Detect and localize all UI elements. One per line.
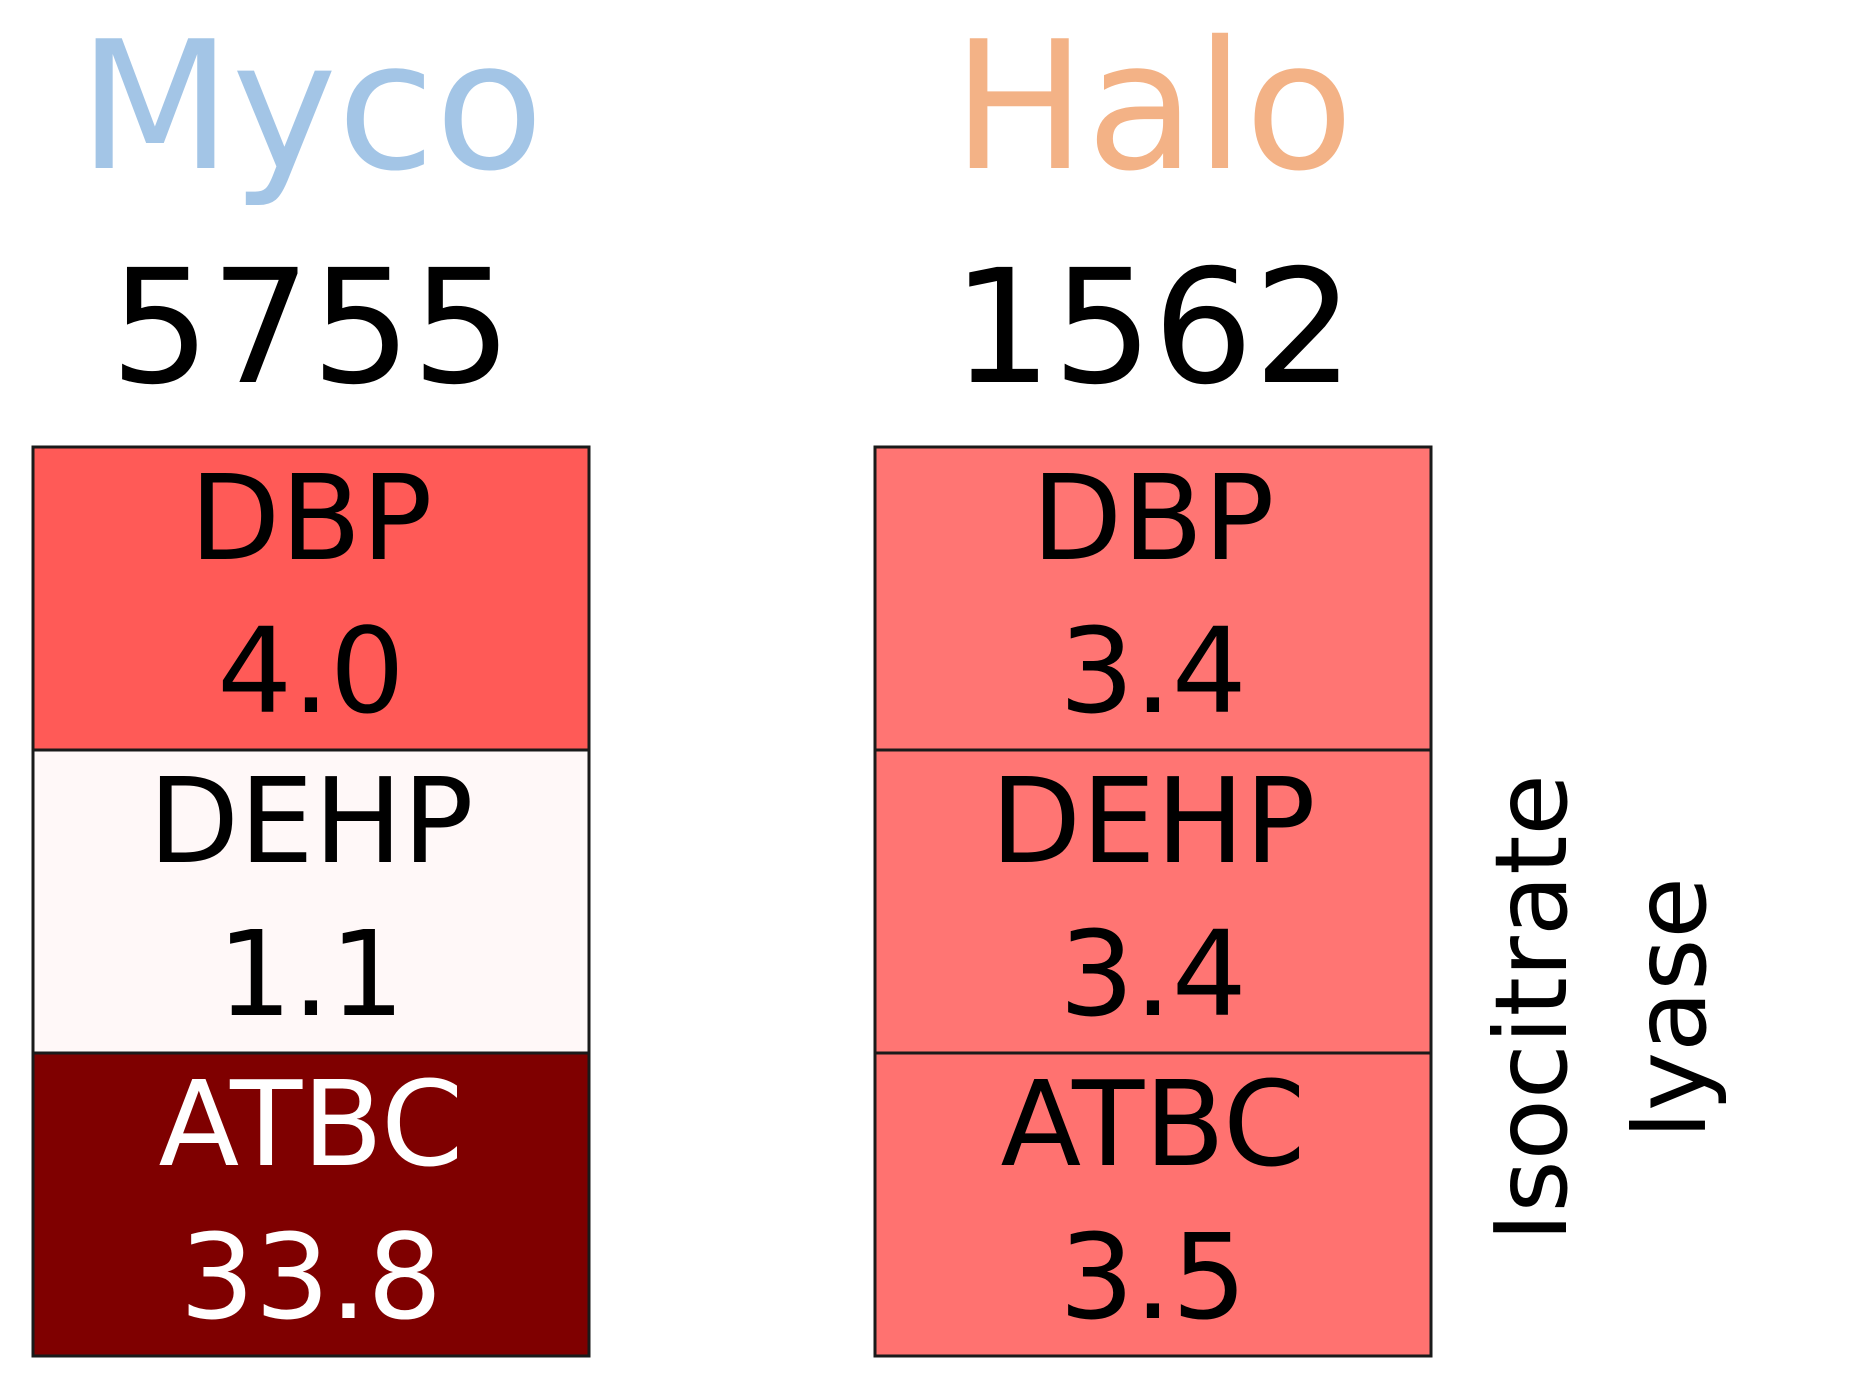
heatmap-cell-halo-dehp (873, 748, 1433, 1055)
heatmap-cell-halo-atbc (873, 1051, 1433, 1358)
column-title-myco: Myco (78, 3, 544, 210)
cell-value: 4.0 (217, 602, 405, 740)
heatmap-cell-myco-atbc (31, 1051, 591, 1358)
heatmap-cell-halo-dbp (873, 445, 1433, 752)
column-title-halo: Halo (952, 3, 1353, 210)
heatmap-cell-myco-dbp (31, 445, 591, 752)
row-label-line-2: lyase (1612, 877, 1729, 1139)
cell-value: 3.5 (1059, 1208, 1247, 1346)
cell-value: 3.4 (1059, 905, 1247, 1043)
cell-value: 3.4 (1059, 602, 1247, 740)
cell-label: DEHP (148, 752, 473, 890)
cell-value: 1.1 (217, 905, 405, 1043)
cell-label: DBP (190, 449, 433, 587)
cell-label: ATBC (159, 1055, 464, 1193)
row-label-line-1: Isocitrate (1473, 774, 1590, 1242)
cell-label: DBP (1032, 449, 1275, 587)
column-total-myco: 5755 (110, 236, 512, 420)
cell-value: 33.8 (180, 1208, 443, 1346)
cell-label: ATBC (1001, 1055, 1306, 1193)
column-total-halo: 1562 (952, 236, 1354, 420)
heatmap-cell-myco-dehp (31, 748, 591, 1055)
cell-label: DEHP (990, 752, 1315, 890)
